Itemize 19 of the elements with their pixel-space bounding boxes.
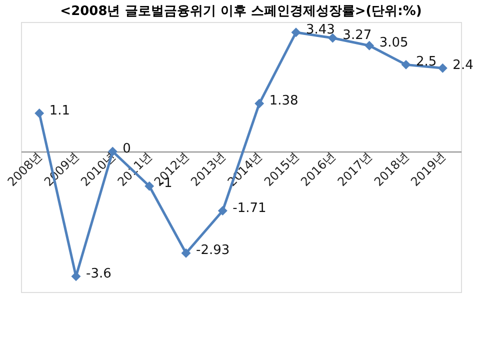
data-label: -2.93: [196, 243, 230, 258]
point: [254, 98, 264, 108]
data-label: 1.1: [49, 103, 70, 118]
point: [218, 206, 228, 216]
data-label: 3.05: [379, 36, 408, 51]
chart-title: <2008년 글로벌금융위기 이후 스페인경제성장률>(단위:%): [60, 4, 422, 19]
data-label: 3.27: [342, 28, 372, 43]
data-label: 3.43: [306, 22, 335, 38]
data-label: -3.6: [86, 266, 112, 282]
point: [401, 60, 411, 70]
point: [438, 63, 448, 73]
data-label: 2.4: [452, 58, 474, 74]
point: [181, 248, 191, 258]
data-label: 1.38: [269, 94, 298, 109]
point: [328, 33, 338, 43]
point: [291, 28, 301, 38]
point: [34, 108, 44, 118]
data-label: -1.71: [232, 200, 266, 216]
point: [364, 40, 374, 50]
